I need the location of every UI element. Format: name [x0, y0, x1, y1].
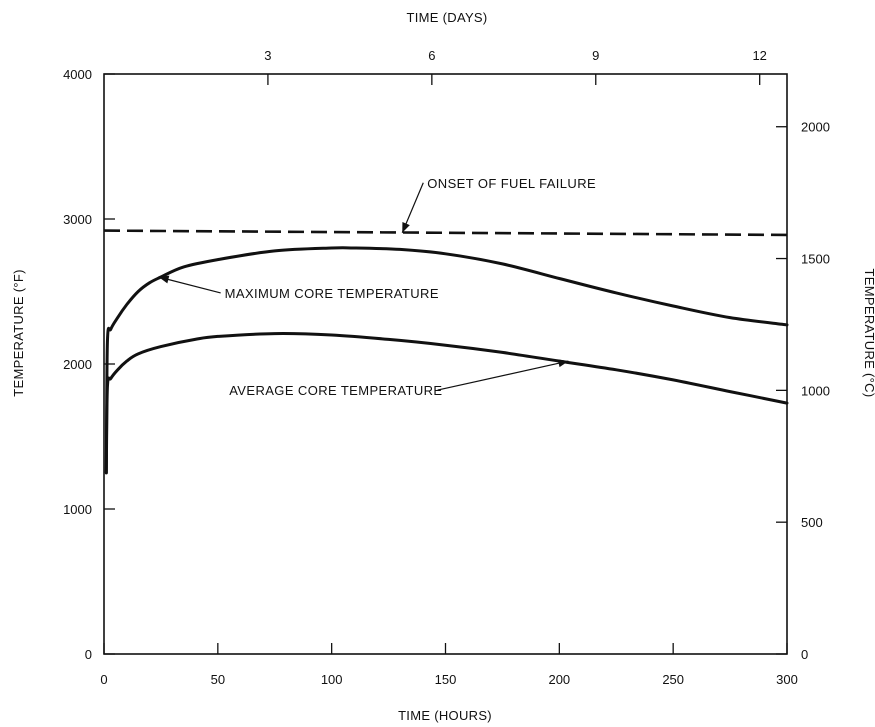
curve-annotations: ONSET OF FUEL FAILURE MAXIMUM CORE TEMPER… — [158, 176, 596, 398]
average-core-temperature-arrowhead — [557, 359, 569, 368]
x-tick-label: 50 — [211, 672, 225, 687]
right-y-tick-label: 2000 — [801, 120, 830, 135]
maximum-core-temperature-line — [104, 246, 789, 475]
average-core-temperature-pointer — [437, 360, 569, 391]
right-y-axis-title: TEMPERATURE (°C) — [862, 269, 875, 398]
maximum-core-temperature-arrowhead — [158, 275, 170, 284]
x-tick-label: 0 — [100, 672, 107, 687]
y-tick-label: 4000 — [63, 67, 92, 82]
onset-of-fuel-failure-line — [103, 229, 788, 237]
y-tick-label: 3000 — [63, 212, 92, 227]
plot-frame — [103, 73, 788, 655]
right-y-tick-label: 1500 — [801, 252, 830, 267]
onset-of-fuel-failure-arrowhead — [402, 222, 410, 233]
y-tick-label: 0 — [85, 647, 92, 662]
onset-of-fuel-failure-label: ONSET OF FUEL FAILURE — [427, 176, 596, 191]
average-core-temperature-line — [104, 332, 789, 475]
top-x-tick-label: 9 — [592, 48, 599, 63]
y-tick-label: 1000 — [63, 502, 92, 517]
maximum-core-temperature-pointer — [158, 276, 221, 294]
right-y-tick-label: 500 — [801, 515, 823, 530]
top-x-tick-label: 3 — [264, 48, 271, 63]
top-x-axis-title: TIME (DAYS) — [406, 10, 487, 25]
right-y-tick-label: 0 — [801, 647, 808, 662]
x-tick-label: 150 — [435, 672, 457, 687]
axis-ticks: 0 50 100 150 200 250 300 3 6 9 12 0 1000 2000 3000 4000… — [63, 48, 830, 687]
y-tick-label: 2000 — [63, 357, 92, 372]
top-x-tick-label: 12 — [752, 48, 766, 63]
x-tick-label: 250 — [662, 672, 684, 687]
data-curves — [103, 229, 789, 475]
x-axis-title: TIME (HOURS) — [398, 708, 492, 723]
x-tick-label: 200 — [548, 672, 570, 687]
maximum-core-temperature-label: MAXIMUM CORE TEMPERATURE — [225, 286, 439, 301]
right-y-tick-label: 1000 — [801, 383, 830, 398]
x-tick-label: 300 — [776, 672, 798, 687]
y-axis-title: TEMPERATURE (°F) — [11, 269, 26, 396]
top-x-tick-label: 6 — [428, 48, 435, 63]
x-tick-label: 100 — [321, 672, 343, 687]
average-core-temperature-label: AVERAGE CORE TEMPERATURE — [229, 383, 442, 398]
